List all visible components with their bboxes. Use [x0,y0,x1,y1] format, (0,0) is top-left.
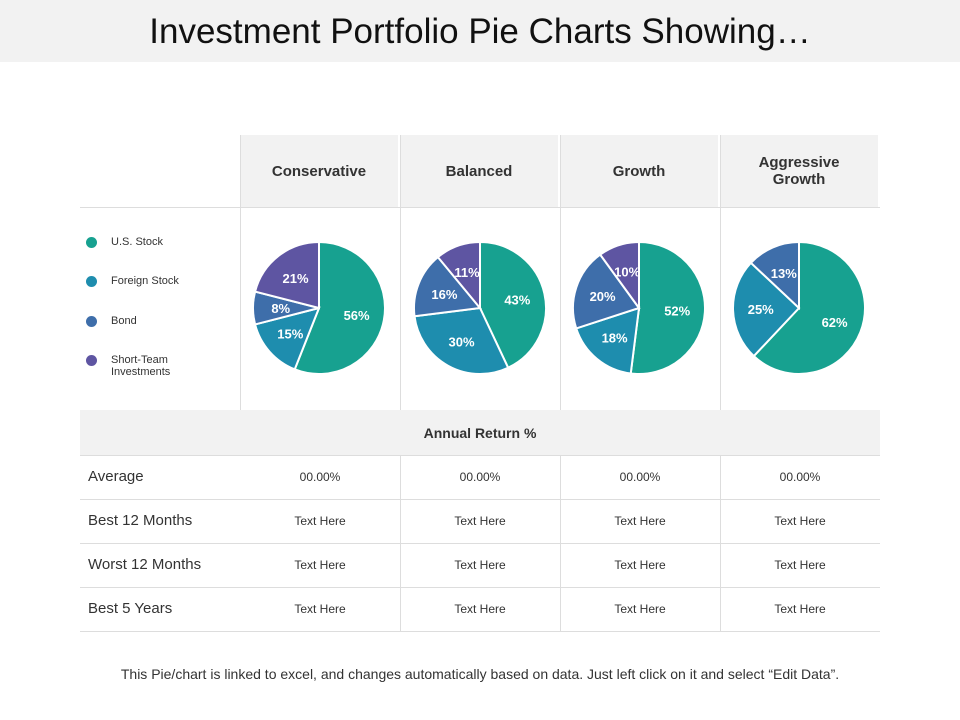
table-cell: Text Here [774,514,826,528]
data-label: 13% [771,266,797,281]
legend-item: Bond [86,315,137,327]
row-label: Average [88,468,144,485]
data-label: 62% [822,315,848,330]
footer-note: This Pie/chart is linked to excel, and c… [120,666,840,682]
pie-slice [732,261,801,358]
pie-slice [413,306,510,375]
legend-swatch-icon [86,355,97,366]
legend-swatch-icon [86,276,97,287]
data-label: 56% [344,308,370,323]
divider [240,135,241,410]
legend-label: Foreign Stock [111,275,179,287]
legend-label: U.S. Stock [111,236,163,248]
pie-slice [479,240,547,370]
data-label: 25% [748,302,774,317]
table-cell: Text Here [454,514,506,528]
legend-label: Short-Team Investments [111,354,171,378]
divider [80,587,880,588]
divider [80,631,880,632]
table-cell: Text Here [614,514,666,528]
table-cell: Text Here [294,514,346,528]
pie-slice [253,240,320,310]
column-header: Growth [560,135,720,207]
pie-slice [752,240,866,375]
divider [560,135,561,410]
table-cell: Text Here [614,558,666,572]
legend-item: Short-Team Investments [86,354,191,378]
pie-slice [598,240,640,312]
pie-slice [413,255,482,318]
table-cell: Text Here [454,558,506,572]
row-label: Best 12 Months [88,512,193,529]
table-cell: 00.00% [299,470,341,484]
divider [80,207,880,208]
title-banner: Investment Portfolio Pie Charts Showing… [0,0,960,62]
data-label: 11% [454,265,480,280]
divider [80,499,880,500]
pie-slice [572,253,641,330]
legend-swatch-icon [86,316,97,327]
data-label: 43% [504,293,530,308]
divider [80,455,880,456]
table-cell: Text Here [294,558,346,572]
table-cell: Text Here [454,602,506,616]
page-title: Investment Portfolio Pie Charts Showing… [149,12,811,51]
legend-item: U.S. Stock [86,236,163,248]
data-label: 15% [277,326,303,341]
row-label: Best 5 Years [88,600,173,617]
data-label: 30% [449,335,475,350]
pie-slice [749,240,800,311]
pie-slice [253,306,321,371]
table-cell: 00.00% [459,470,501,484]
pie-slice [436,240,481,311]
legend-item: Foreign Stock [86,275,179,287]
pie-slice [293,240,386,375]
data-label: 20% [590,289,616,304]
column-header: Conservative [240,135,400,207]
pie-slice [629,240,706,375]
table-cell: 00.00% [619,470,661,484]
table-cell: 00.00% [779,470,821,484]
data-label: 21% [283,271,309,286]
data-label: 52% [664,303,690,318]
data-label: 16% [431,287,457,302]
row-label: Worst 12 Months [88,556,202,573]
data-label: 10% [614,265,640,280]
data-label: 18% [602,330,628,345]
legend-label: Bond [111,315,137,327]
table-cell: Text Here [614,602,666,616]
pie-slice [252,290,320,326]
table-cell: Text Here [774,602,826,616]
column-header: Balanced [400,135,560,207]
annual-return-header: Annual Return % [80,410,880,455]
divider [720,135,721,410]
legend-swatch-icon [86,237,97,248]
table-cell: Text Here [774,558,826,572]
table-cell: Text Here [294,602,346,616]
pie-slice [574,306,641,375]
data-label: 8% [271,301,290,316]
column-header: Aggressive Growth [720,135,880,207]
divider [400,135,401,410]
divider [80,543,880,544]
